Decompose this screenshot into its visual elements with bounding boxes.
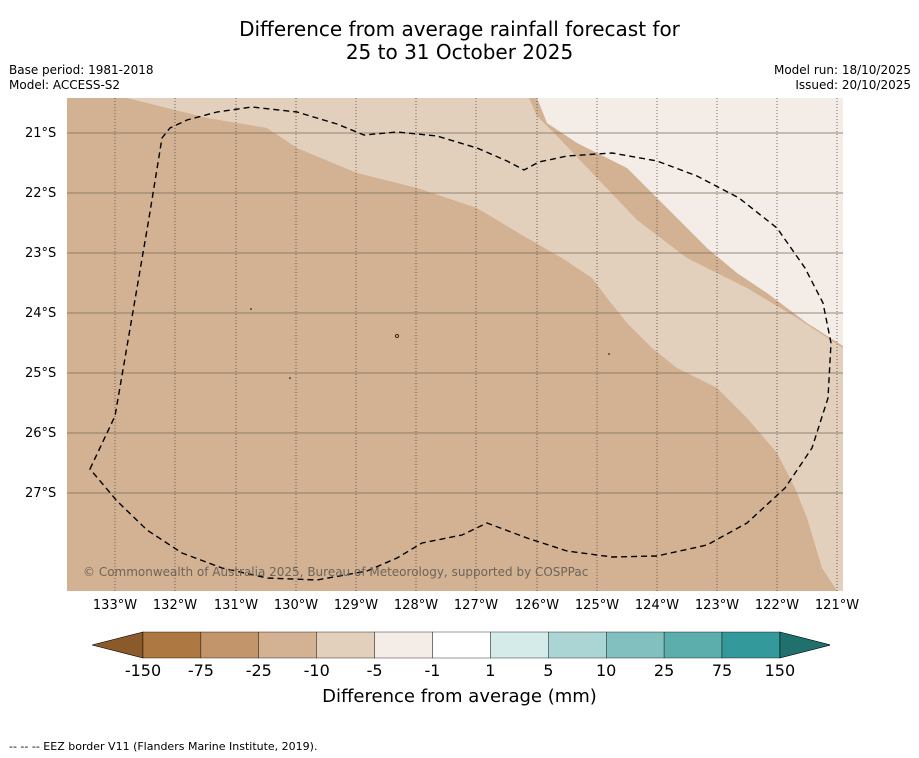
lon-label: 126°W: [514, 598, 560, 613]
colorbar-segment: [258, 631, 317, 659]
eez-border: [89, 106, 832, 581]
title-line-2: 25 to 31 October 2025: [345, 40, 574, 64]
lat-label: 22°S: [25, 186, 57, 201]
lon-label: 130°W: [273, 598, 319, 613]
colorbar-label: 1: [485, 661, 496, 680]
model-name: Model: ACCESS-S2: [9, 78, 121, 92]
colorbar-label: 25: [653, 661, 675, 680]
run-info-left: Base period: 1981-2018 Model: ACCESS-S2: [9, 63, 154, 93]
colorbar-extend-high: [779, 631, 830, 659]
run-info-right: Model run: 18/10/2025 Issued: 20/10/2025: [774, 63, 911, 93]
colorbar-extend-low: [91, 631, 144, 659]
colorbar-segment: [606, 631, 665, 659]
issued-date: Issued: 20/10/2025: [795, 78, 911, 92]
colorbar-label: 150: [764, 661, 796, 680]
latitude-gridlines: [67, 132, 843, 494]
lon-label: 132°W: [152, 598, 198, 613]
colorbar-label: -10: [303, 661, 330, 680]
island-marker: [250, 308, 252, 310]
lon-label: 133°W: [92, 598, 138, 613]
lon-label: 121°W: [814, 598, 860, 613]
colorbar-segment: [374, 631, 433, 659]
colorbar-label: 5: [543, 661, 554, 680]
copyright-notice: © Commonwealth of Australia 2025, Bureau…: [83, 565, 589, 579]
colorbar-segment: [316, 631, 375, 659]
colorbar-segment: [663, 631, 723, 659]
longitude-gridlines: [114, 98, 838, 591]
map-title: Difference from average rainfall forecas…: [0, 18, 919, 64]
lon-label: 128°W: [393, 598, 439, 613]
colorbar-label: -5: [366, 661, 383, 680]
lat-label: 25°S: [25, 366, 57, 381]
colorbar-label: -75: [187, 661, 214, 680]
colorbar-label: -25: [245, 661, 272, 680]
island-marker: [608, 353, 610, 355]
lon-label: 125°W: [574, 598, 620, 613]
model-run: Model run: 18/10/2025: [773, 63, 911, 77]
lon-label: 122°W: [754, 598, 800, 613]
lon-label: 127°W: [453, 598, 499, 613]
colorbar-label: 75: [711, 661, 733, 680]
lat-label: 27°S: [25, 486, 57, 501]
lon-label: 123°W: [694, 598, 740, 613]
title-line-1: Difference from average rainfall forecas…: [239, 17, 680, 41]
map-panel: [67, 98, 843, 591]
lat-label: 26°S: [25, 426, 57, 441]
eez-footnote: -- -- -- EEZ border V11 (Flanders Marine…: [9, 740, 318, 753]
colorbar: [91, 631, 830, 659]
colorbar-segment: [721, 631, 781, 659]
lat-label: 21°S: [25, 126, 57, 141]
colorbar-segment: [490, 631, 549, 659]
lat-label: 23°S: [25, 246, 57, 261]
colorbar-label: 10: [596, 661, 617, 680]
base-period: Base period: 1981-2018: [9, 63, 154, 77]
band-negative-10-to-5: [127, 98, 843, 591]
band-negative-5-to-1: [537, 98, 843, 346]
colorbar-label: -150: [124, 661, 162, 680]
map-svg: [67, 98, 843, 591]
colorbar-title: Difference from average (mm): [322, 686, 597, 707]
lon-label: 129°W: [333, 598, 379, 613]
colorbar-segment: [142, 631, 202, 659]
island-marker: [395, 334, 399, 338]
lon-label: 131°W: [213, 598, 259, 613]
colorbar-segment: [432, 631, 491, 659]
colorbar-segment: [200, 631, 260, 659]
lon-label: 124°W: [634, 598, 680, 613]
colorbar-label: -1: [424, 661, 441, 680]
lat-label: 24°S: [25, 306, 57, 321]
island-marker: [289, 377, 291, 379]
colorbar-segment: [548, 631, 607, 659]
